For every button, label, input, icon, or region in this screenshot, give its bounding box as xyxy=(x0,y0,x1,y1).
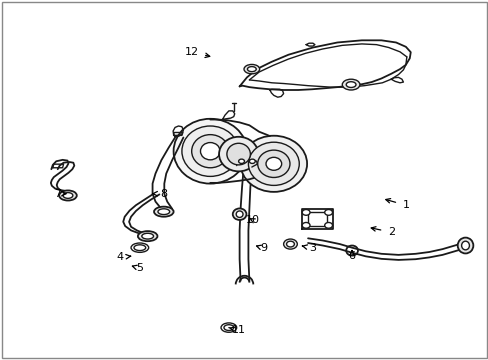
Ellipse shape xyxy=(248,142,299,185)
Ellipse shape xyxy=(257,150,289,177)
Ellipse shape xyxy=(63,193,73,198)
Ellipse shape xyxy=(138,231,157,241)
Ellipse shape xyxy=(302,210,309,215)
Ellipse shape xyxy=(219,137,258,171)
Text: 5: 5 xyxy=(132,263,142,273)
Text: 10: 10 xyxy=(246,215,260,225)
Ellipse shape xyxy=(59,190,77,201)
Text: 3: 3 xyxy=(302,243,316,253)
Ellipse shape xyxy=(283,239,297,249)
Text: 9: 9 xyxy=(256,243,267,253)
Ellipse shape xyxy=(142,233,153,239)
Text: 7: 7 xyxy=(54,189,66,199)
Ellipse shape xyxy=(461,241,468,250)
Ellipse shape xyxy=(457,238,472,253)
Text: 6: 6 xyxy=(348,251,355,261)
Text: 11: 11 xyxy=(228,325,245,336)
Text: 8: 8 xyxy=(152,189,167,199)
Ellipse shape xyxy=(236,211,243,217)
Ellipse shape xyxy=(182,126,238,176)
Ellipse shape xyxy=(346,82,355,87)
Ellipse shape xyxy=(265,157,281,170)
Ellipse shape xyxy=(324,222,332,228)
Ellipse shape xyxy=(302,222,309,228)
Ellipse shape xyxy=(247,67,256,72)
Ellipse shape xyxy=(244,64,259,74)
Ellipse shape xyxy=(158,209,169,215)
Ellipse shape xyxy=(154,207,173,217)
Ellipse shape xyxy=(226,143,250,165)
Text: 12: 12 xyxy=(184,47,209,58)
Ellipse shape xyxy=(173,119,246,184)
Ellipse shape xyxy=(249,159,255,163)
Text: 4: 4 xyxy=(116,252,130,262)
Ellipse shape xyxy=(232,208,246,220)
Ellipse shape xyxy=(191,135,228,168)
Ellipse shape xyxy=(240,136,306,192)
Ellipse shape xyxy=(286,241,294,247)
Ellipse shape xyxy=(324,210,332,215)
Text: 1: 1 xyxy=(385,199,408,210)
Ellipse shape xyxy=(342,79,359,90)
Ellipse shape xyxy=(200,143,220,160)
Ellipse shape xyxy=(238,159,244,163)
Text: 2: 2 xyxy=(370,227,394,237)
